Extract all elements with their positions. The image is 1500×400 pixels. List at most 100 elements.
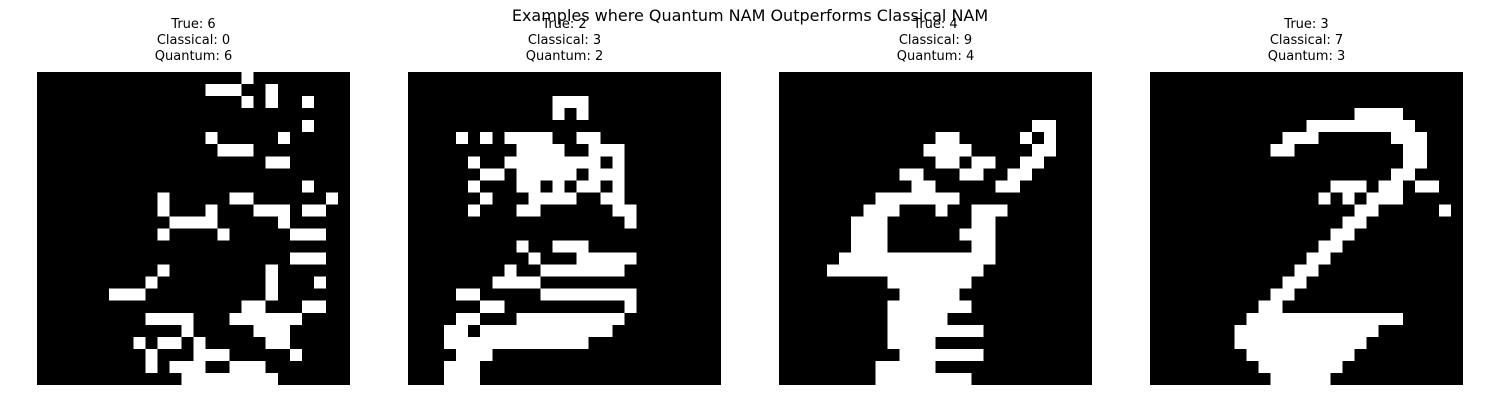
image-pixel <box>1378 108 1391 121</box>
image-pixel <box>576 312 589 325</box>
image-pixel <box>923 192 936 205</box>
image-pixel <box>947 372 960 385</box>
image-pixel <box>1318 348 1331 361</box>
image-pixel <box>480 348 493 361</box>
image-pixel <box>600 312 613 325</box>
image-pixel <box>923 180 936 193</box>
classical-label: Classical: 9 <box>898 33 973 48</box>
image-pixel <box>971 264 984 277</box>
image-pixel <box>923 288 936 301</box>
image-pixel <box>1438 204 1451 217</box>
image-pixel <box>468 156 481 169</box>
image-pixel <box>1282 144 1295 157</box>
image-pixel <box>1246 324 1259 337</box>
image-pixel <box>935 324 948 337</box>
image-pixel <box>959 144 972 157</box>
figure-title: Examples where Quantum NAM Outperforms C… <box>511 6 989 25</box>
image-pixel <box>241 300 254 313</box>
image-pixel <box>456 288 469 301</box>
image-pixel <box>863 216 876 229</box>
image-pixel <box>241 72 254 85</box>
image-pixel <box>468 336 481 349</box>
image-pixel <box>911 300 924 313</box>
image-pixel <box>492 300 505 313</box>
image-pixel <box>552 240 565 253</box>
image-pixel <box>325 192 338 205</box>
image-pixel <box>205 372 218 385</box>
image-pixel <box>241 372 254 385</box>
image-pixel <box>588 312 601 325</box>
image-pixel <box>899 264 912 277</box>
image-pixel <box>564 288 577 301</box>
image-pixel <box>480 324 493 337</box>
digit-image <box>37 72 350 385</box>
image-pixel <box>1258 336 1271 349</box>
image-pixel <box>241 312 254 325</box>
image-pixel <box>899 168 912 181</box>
image-pixel <box>1414 180 1427 193</box>
image-pixel <box>959 264 972 277</box>
image-pixel <box>468 204 481 217</box>
image-pixel <box>911 180 924 193</box>
image-pixel <box>600 324 613 337</box>
image-pixel <box>169 336 182 349</box>
image-pixel <box>1414 156 1427 169</box>
image-pixel <box>1318 324 1331 337</box>
image-pixel <box>241 144 254 157</box>
image-pixel <box>1330 240 1343 253</box>
image-pixel <box>899 312 912 325</box>
true-label: True: 6 <box>171 17 216 32</box>
image-pixel <box>301 204 314 217</box>
image-pixel <box>612 192 625 205</box>
image-pixel <box>1330 180 1343 193</box>
image-pixel <box>552 192 565 205</box>
image-pixel <box>1318 120 1331 133</box>
image-pixel <box>1258 312 1271 325</box>
image-pixel <box>540 156 553 169</box>
image-pixel <box>576 336 589 349</box>
image-pixel <box>1007 168 1020 181</box>
image-pixel <box>899 276 912 289</box>
image-pixel <box>612 312 625 325</box>
image-pixel <box>253 312 266 325</box>
image-pixel <box>1270 336 1283 349</box>
image-pixel <box>911 324 924 337</box>
image-pixel <box>588 156 601 169</box>
image-pixel <box>899 348 912 361</box>
image-pixel <box>540 168 553 181</box>
image-pixel <box>875 228 888 241</box>
image-pixel <box>456 336 469 349</box>
image-pixel <box>133 336 146 349</box>
image-pixel <box>624 252 637 265</box>
image-pixel <box>217 348 230 361</box>
image-pixel <box>1019 168 1032 181</box>
image-pixel <box>1342 324 1355 337</box>
image-pixel <box>528 252 541 265</box>
image-pixel <box>612 264 625 277</box>
image-pixel <box>133 288 146 301</box>
true-label: True: 2 <box>542 17 587 32</box>
image-pixel <box>564 336 577 349</box>
image-pixel <box>576 156 589 169</box>
image-pixel <box>1354 324 1367 337</box>
image-pixel <box>540 324 553 337</box>
image-pixel <box>971 168 984 181</box>
image-pixel <box>468 288 481 301</box>
image-pixel <box>1390 120 1403 133</box>
image-pixel <box>205 132 218 145</box>
image-pixel <box>1282 276 1295 289</box>
image-pixel <box>887 264 900 277</box>
image-pixel <box>1402 132 1415 145</box>
image-pixel <box>600 168 613 181</box>
image-pixel <box>911 348 924 361</box>
image-pixel <box>265 336 278 349</box>
image-pixel <box>1342 120 1355 133</box>
image-pixel <box>923 252 936 265</box>
image-pixel <box>947 276 960 289</box>
panel-title: True: 2 Classical: 3 Quantum: 2 <box>368 17 761 65</box>
image-pixel <box>1342 180 1355 193</box>
image-pixel <box>971 228 984 241</box>
image-pixel <box>564 324 577 337</box>
image-pixel <box>887 336 900 349</box>
image-pixel <box>145 276 158 289</box>
